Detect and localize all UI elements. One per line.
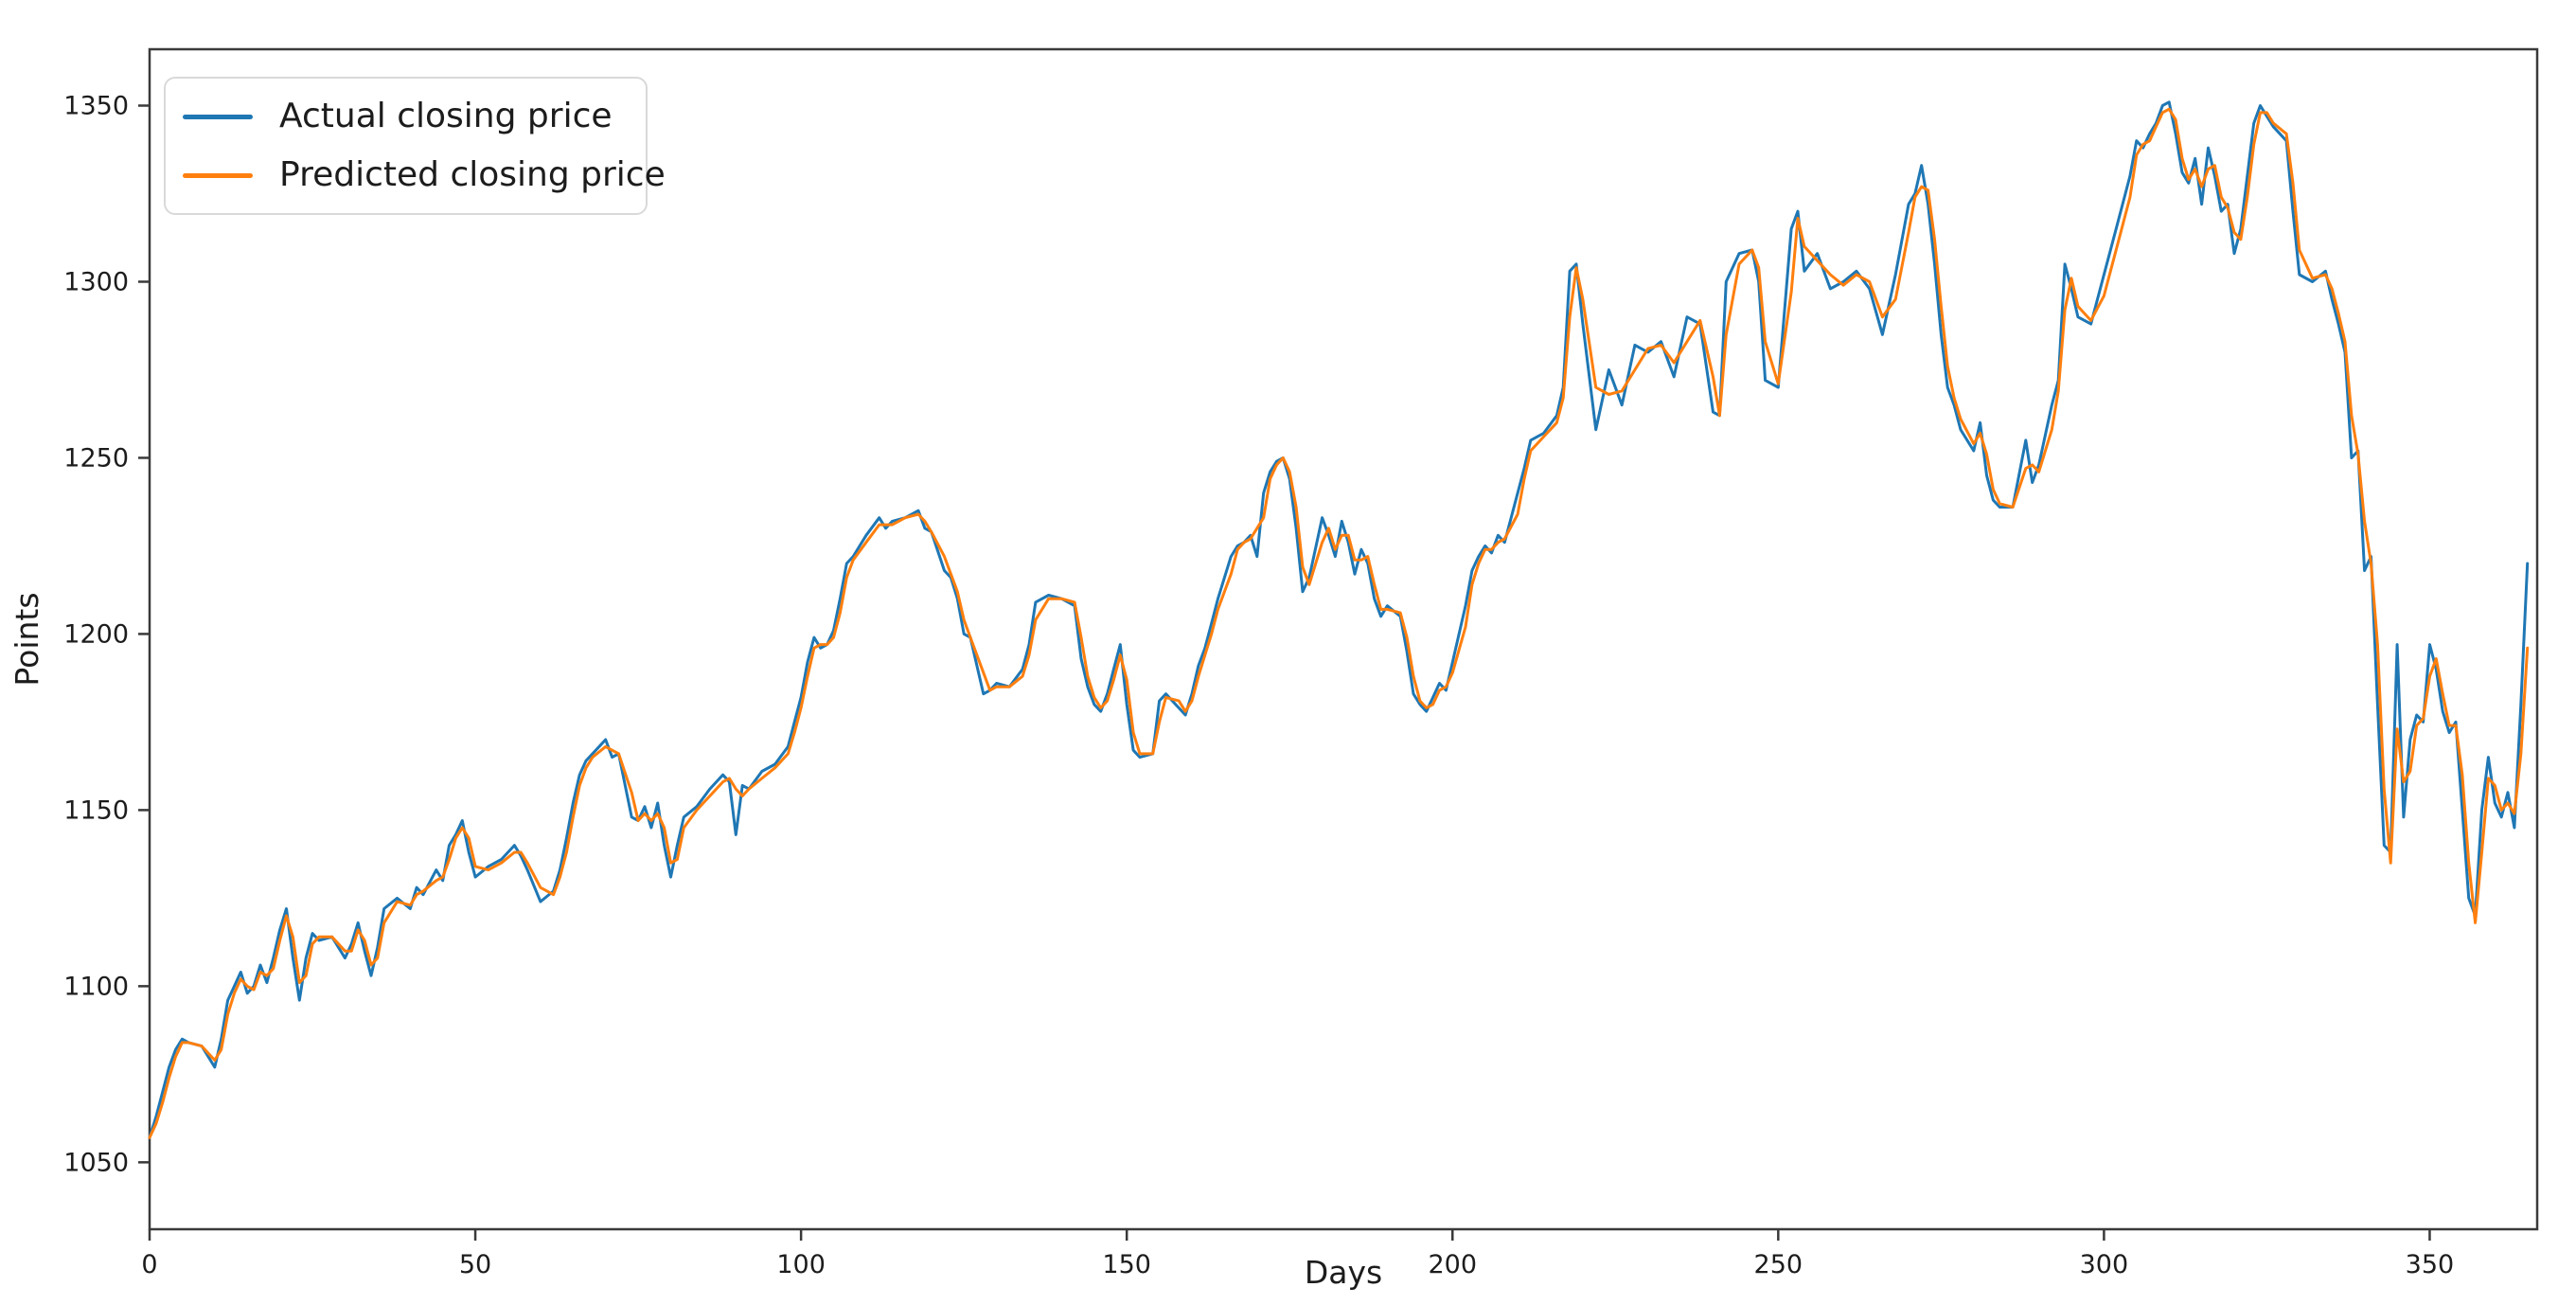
- legend: Actual closing price Predicted closing p…: [164, 77, 666, 215]
- legend-swatch-predicted-icon: [183, 172, 253, 178]
- y-tick-label-0: 1050: [63, 1148, 129, 1177]
- legend-swatch-actual-icon: [183, 114, 253, 119]
- predicted-series-line: [148, 107, 2530, 1139]
- x-tick-label-7: 350: [2406, 1250, 2455, 1279]
- x-tick-label-0: 0: [141, 1250, 157, 1279]
- series-lines: [148, 100, 2530, 1139]
- legend-label-actual: Actual closing price: [279, 97, 613, 135]
- legend-label-predicted: Predicted closing price: [279, 155, 666, 194]
- y-axis-title: Points: [9, 592, 45, 686]
- y-tick-label-4: 1250: [63, 443, 129, 473]
- axes-spines: [148, 47, 2539, 1231]
- x-tick-label-5: 250: [1754, 1250, 1803, 1279]
- y-axis-ticks: 1050 1100 1150 1200 1250 1300 1350: [63, 92, 150, 1177]
- x-tick-label-6: 300: [2080, 1250, 2129, 1279]
- y-tick-label-6: 1350: [63, 92, 129, 121]
- x-tick-label-2: 100: [776, 1250, 826, 1279]
- legend-entry-predicted: Predicted closing price: [183, 151, 666, 200]
- y-tick-label-2: 1150: [63, 796, 129, 825]
- y-tick-label-1: 1100: [63, 972, 129, 1001]
- x-tick-label-1: 50: [459, 1250, 491, 1279]
- y-tick-label-5: 1300: [63, 267, 129, 296]
- x-tick-label-4: 200: [1428, 1250, 1477, 1279]
- x-tick-label-3: 150: [1102, 1250, 1151, 1279]
- x-axis-ticks: 0 50 100 150 200 250 300 350: [141, 1229, 2454, 1279]
- plot-frame: [148, 47, 2539, 1231]
- legend-entry-actual: Actual closing price: [183, 92, 629, 141]
- x-axis-title: Days: [1305, 1254, 1382, 1291]
- y-tick-label-3: 1200: [63, 619, 129, 649]
- actual-series-line: [148, 100, 2530, 1139]
